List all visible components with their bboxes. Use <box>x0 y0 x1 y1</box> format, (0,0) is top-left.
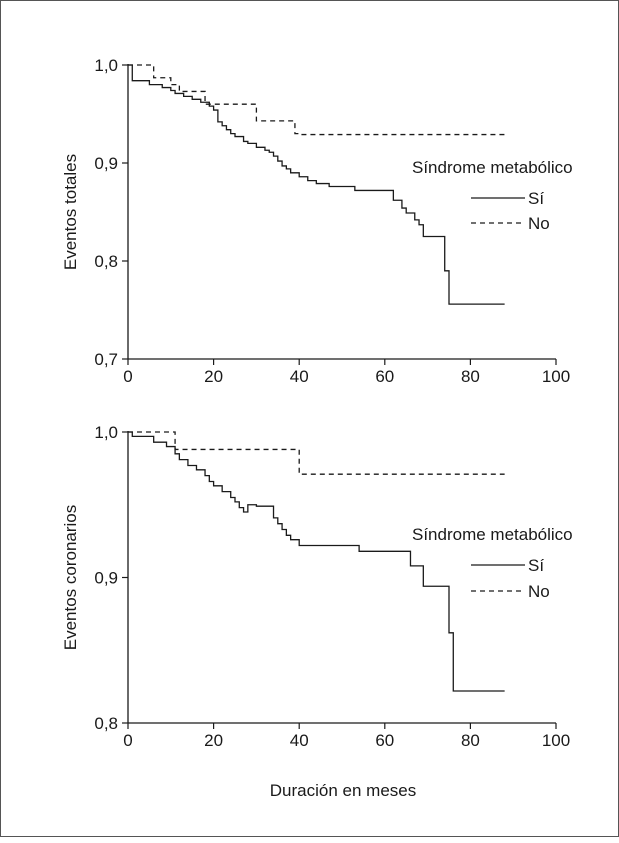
legend-label-si: Sí <box>528 189 544 208</box>
x-tick-label: 40 <box>290 731 309 750</box>
plot-eventos-coronarios: 0 20 40 60 80 100 0,8 0,9 1,0 Eventos coronarios S… <box>61 423 573 750</box>
x-tick-label: 60 <box>375 367 394 386</box>
x-axis-title: Duración en meses <box>270 781 416 800</box>
x-tick-label: 60 <box>375 731 394 750</box>
x-tick-label: 40 <box>290 367 309 386</box>
x-tick-label: 80 <box>461 367 480 386</box>
plot-eventos-totales: 0 20 40 60 80 100 0,7 0,8 0,9 1,0 Eventos totales S… <box>61 56 573 386</box>
x-tick-label: 0 <box>123 731 132 750</box>
legend-label-si: Sí <box>528 556 544 575</box>
series-line-si <box>128 431 505 692</box>
x-tick-label: 100 <box>542 731 570 750</box>
x-tick-label: 80 <box>461 731 480 750</box>
x-tick-label: 100 <box>542 367 570 386</box>
x-tick-label: 20 <box>204 367 223 386</box>
x-tick-label: 0 <box>123 367 132 386</box>
y-tick-label: 0,9 <box>94 569 118 588</box>
y-tick-label: 0,8 <box>94 714 118 733</box>
y-tick-label: 0,7 <box>94 350 118 369</box>
x-tick-label: 20 <box>204 731 223 750</box>
y-axis-title: Eventos coronarios <box>61 505 80 651</box>
series-line-no <box>128 431 505 475</box>
series-line-si <box>128 64 505 305</box>
legend-label-no: No <box>528 214 550 233</box>
y-axis-title: Eventos totales <box>61 154 80 270</box>
legend-title: Síndrome metabólico <box>412 525 573 544</box>
legend-label-no: No <box>528 582 550 601</box>
y-tick-label: 1,0 <box>94 56 118 75</box>
y-tick-label: 1,0 <box>94 423 118 442</box>
legend-title: Síndrome metabólico <box>412 158 573 177</box>
y-tick-label: 0,8 <box>94 252 118 271</box>
series-line-no <box>128 64 505 136</box>
y-tick-label: 0,9 <box>94 154 118 173</box>
